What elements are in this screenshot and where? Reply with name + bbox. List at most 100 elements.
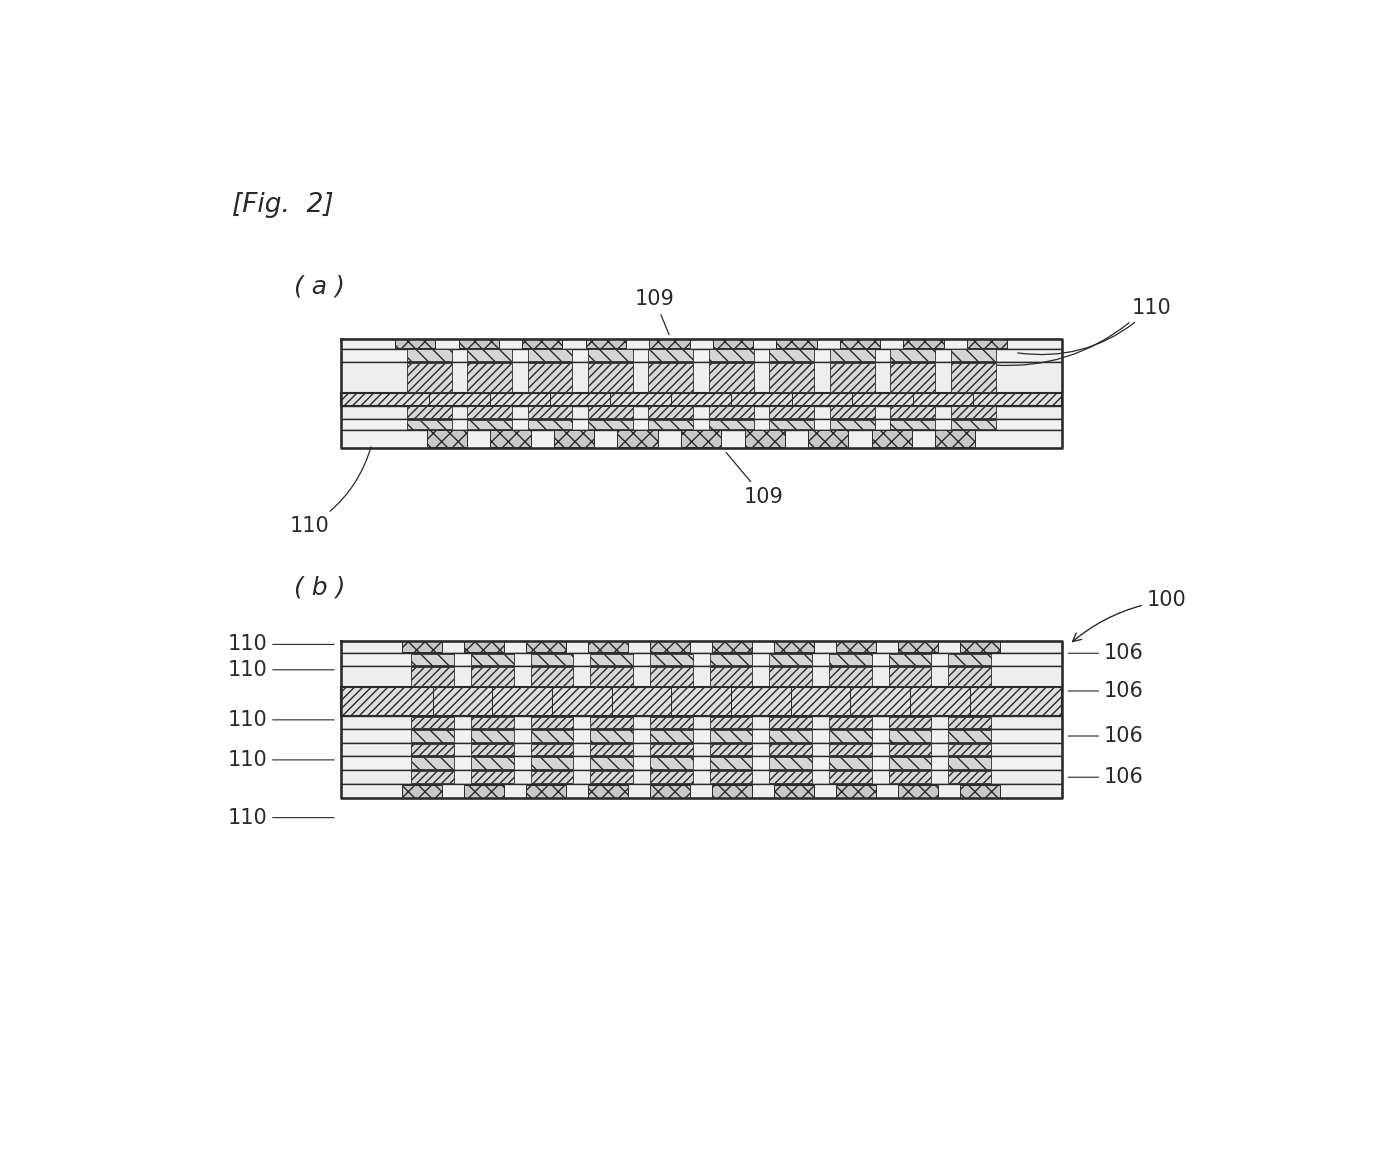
Bar	[775, 642, 815, 652]
Bar	[531, 729, 574, 742]
Bar	[471, 757, 514, 769]
Bar	[830, 420, 875, 428]
Bar	[341, 338, 1061, 349]
Bar	[531, 666, 574, 686]
Text: 109: 109	[635, 289, 674, 335]
Bar	[591, 757, 632, 769]
Bar	[949, 729, 990, 742]
Bar	[341, 419, 1061, 429]
Bar	[588, 420, 632, 428]
Bar	[769, 654, 812, 665]
Bar	[531, 770, 574, 783]
Bar	[411, 666, 454, 686]
Bar	[769, 729, 812, 742]
Bar	[648, 406, 694, 418]
Bar	[829, 757, 872, 769]
Bar	[769, 743, 812, 755]
Bar	[709, 654, 752, 665]
Bar	[341, 770, 1061, 784]
Bar	[712, 642, 752, 652]
Bar	[950, 363, 996, 392]
Bar	[426, 431, 467, 447]
Bar	[531, 717, 574, 728]
Bar	[769, 757, 812, 769]
Bar	[651, 757, 692, 769]
Bar	[651, 666, 692, 686]
Text: [Fig.  2]: [Fig. 2]	[233, 193, 334, 218]
Bar	[769, 770, 812, 783]
Bar	[709, 729, 752, 742]
Bar	[709, 757, 752, 769]
Bar	[967, 340, 1007, 348]
Bar	[341, 756, 1061, 770]
Bar	[341, 652, 1061, 666]
Bar	[829, 770, 872, 783]
Text: 106: 106	[1068, 682, 1144, 701]
Bar	[531, 743, 574, 755]
Bar	[471, 770, 514, 783]
Bar	[471, 654, 514, 665]
Bar	[341, 362, 1061, 392]
Bar	[471, 717, 514, 728]
Bar	[341, 743, 1061, 756]
Bar	[709, 743, 752, 755]
Bar	[407, 420, 451, 428]
Bar	[649, 340, 690, 348]
Bar	[709, 420, 754, 428]
Bar	[528, 406, 573, 418]
Bar	[829, 654, 872, 665]
Bar	[889, 743, 932, 755]
Bar	[403, 784, 442, 797]
Bar	[585, 340, 625, 348]
Bar	[464, 642, 504, 652]
Bar	[829, 666, 872, 686]
Text: 110: 110	[227, 635, 334, 655]
Bar	[898, 642, 939, 652]
Bar	[829, 729, 872, 742]
Bar	[341, 666, 1061, 686]
Bar	[411, 729, 454, 742]
Bar	[651, 642, 691, 652]
Bar	[341, 717, 1061, 729]
Bar	[709, 349, 754, 361]
Bar	[411, 654, 454, 665]
Bar	[591, 770, 632, 783]
Bar	[935, 431, 975, 447]
Bar	[840, 340, 880, 348]
Bar	[949, 770, 990, 783]
Bar	[341, 392, 1061, 406]
Bar	[889, 717, 932, 728]
Bar	[588, 349, 632, 361]
Bar	[341, 784, 1061, 798]
Bar	[949, 717, 990, 728]
Bar	[960, 642, 1000, 652]
Bar	[591, 717, 632, 728]
Bar	[588, 406, 632, 418]
Bar	[528, 349, 573, 361]
Text: 106: 106	[1068, 726, 1144, 746]
Bar	[709, 363, 754, 392]
Bar	[949, 654, 990, 665]
Bar	[889, 666, 932, 686]
Bar	[712, 784, 752, 797]
Bar	[769, 717, 812, 728]
Text: 110: 110	[290, 447, 371, 536]
Bar	[709, 717, 752, 728]
Bar	[709, 770, 752, 783]
Bar	[769, 666, 812, 686]
Bar	[890, 349, 935, 361]
Text: 109: 109	[726, 453, 783, 506]
Bar	[528, 420, 573, 428]
Bar	[890, 420, 935, 428]
Bar	[467, 420, 513, 428]
Bar	[341, 686, 1061, 717]
Text: ( a ): ( a )	[294, 274, 345, 299]
Bar	[554, 431, 595, 447]
Bar	[591, 666, 632, 686]
Bar	[411, 757, 454, 769]
Bar	[341, 729, 1061, 743]
Bar	[651, 784, 691, 797]
Bar	[471, 743, 514, 755]
Bar	[836, 784, 876, 797]
Bar	[467, 406, 513, 418]
